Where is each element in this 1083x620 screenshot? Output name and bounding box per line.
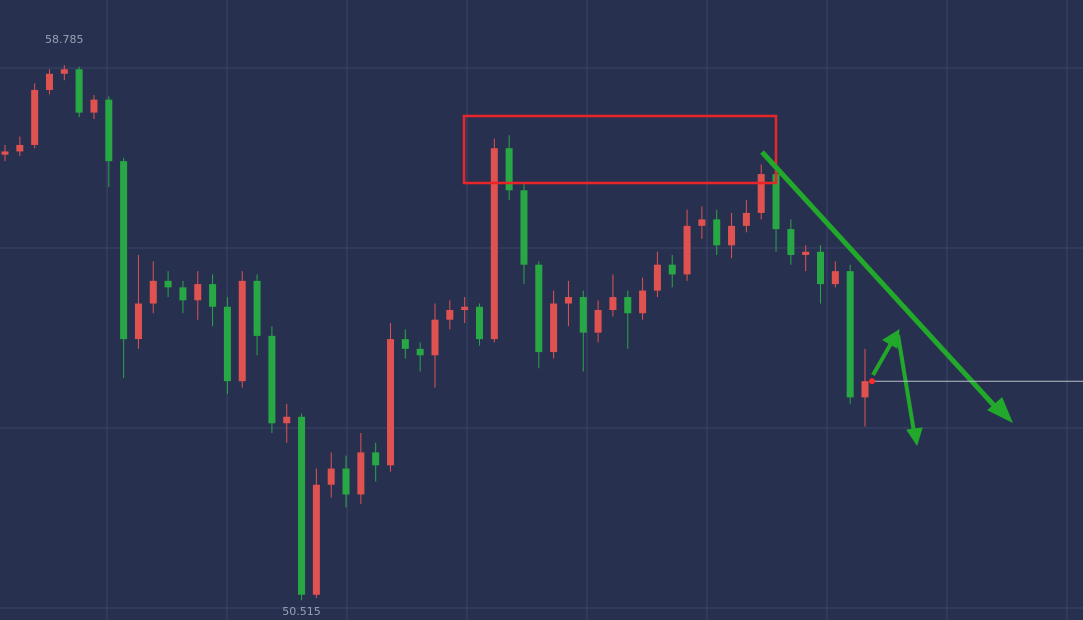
candle-body	[475, 306, 483, 340]
candle-body	[624, 297, 632, 314]
candle-body	[105, 99, 113, 162]
arrow-line	[896, 334, 916, 433]
candle-body	[357, 452, 365, 495]
candle-body	[31, 89, 39, 145]
candle-body	[653, 264, 661, 291]
candle-body	[446, 310, 454, 320]
candle-body	[253, 280, 261, 336]
candle-body	[268, 335, 276, 424]
candle-body	[431, 319, 439, 356]
candle-body	[194, 284, 202, 301]
candle-body	[223, 306, 231, 382]
high-label: 58.785	[45, 33, 84, 46]
candle-body	[312, 484, 320, 595]
candle-body	[327, 468, 335, 485]
candle-body	[564, 297, 572, 304]
candle-body	[75, 69, 83, 113]
candles	[1, 65, 869, 601]
candle-body	[787, 229, 795, 255]
candle-body	[713, 219, 721, 246]
candle-body	[683, 225, 691, 275]
last-price-dot	[869, 378, 875, 385]
candle-body	[179, 287, 187, 301]
candle-body	[120, 161, 128, 340]
candle-body	[298, 416, 306, 595]
arrow-line	[760, 150, 1002, 414]
candle-body	[846, 271, 854, 398]
candle-body	[164, 280, 172, 288]
arrow-head	[987, 397, 1013, 424]
candle-body	[550, 303, 558, 353]
arrow-head	[906, 427, 923, 447]
arrow-line	[871, 339, 895, 376]
candle-body	[594, 310, 602, 333]
candle-body	[505, 148, 513, 191]
candle-body	[817, 251, 825, 285]
candle-body	[639, 290, 647, 314]
candle-body	[1, 151, 9, 155]
candle-body	[579, 297, 587, 333]
candle-body	[416, 348, 424, 356]
candle-body	[728, 225, 736, 246]
candle-body	[698, 219, 706, 226]
candle-body	[342, 468, 350, 495]
candle-body	[149, 280, 157, 304]
candle-body	[134, 303, 142, 340]
candle-body	[861, 381, 869, 398]
candle-body	[742, 212, 750, 226]
candle-body	[90, 99, 98, 113]
candle-body	[831, 271, 839, 285]
candle-body	[60, 69, 68, 74]
candle-body	[401, 339, 409, 349]
candle-body	[45, 73, 53, 90]
candle-body	[609, 297, 617, 310]
arrows	[760, 150, 1013, 447]
candle-body	[16, 144, 24, 152]
candle-body	[802, 251, 810, 255]
highlight-box	[462, 114, 778, 185]
candle-body	[535, 264, 543, 353]
candle-body	[238, 280, 246, 382]
candle-body	[387, 339, 395, 466]
candle-body	[490, 148, 498, 340]
low-label: 50.515	[282, 605, 321, 618]
candle-body	[461, 306, 469, 310]
candle-body	[372, 452, 380, 466]
candle-body	[283, 416, 291, 424]
candle-body	[668, 264, 676, 275]
candle-body	[520, 190, 528, 265]
candle-body	[772, 174, 780, 230]
candle-body	[757, 174, 765, 213]
candle-body	[209, 284, 217, 307]
